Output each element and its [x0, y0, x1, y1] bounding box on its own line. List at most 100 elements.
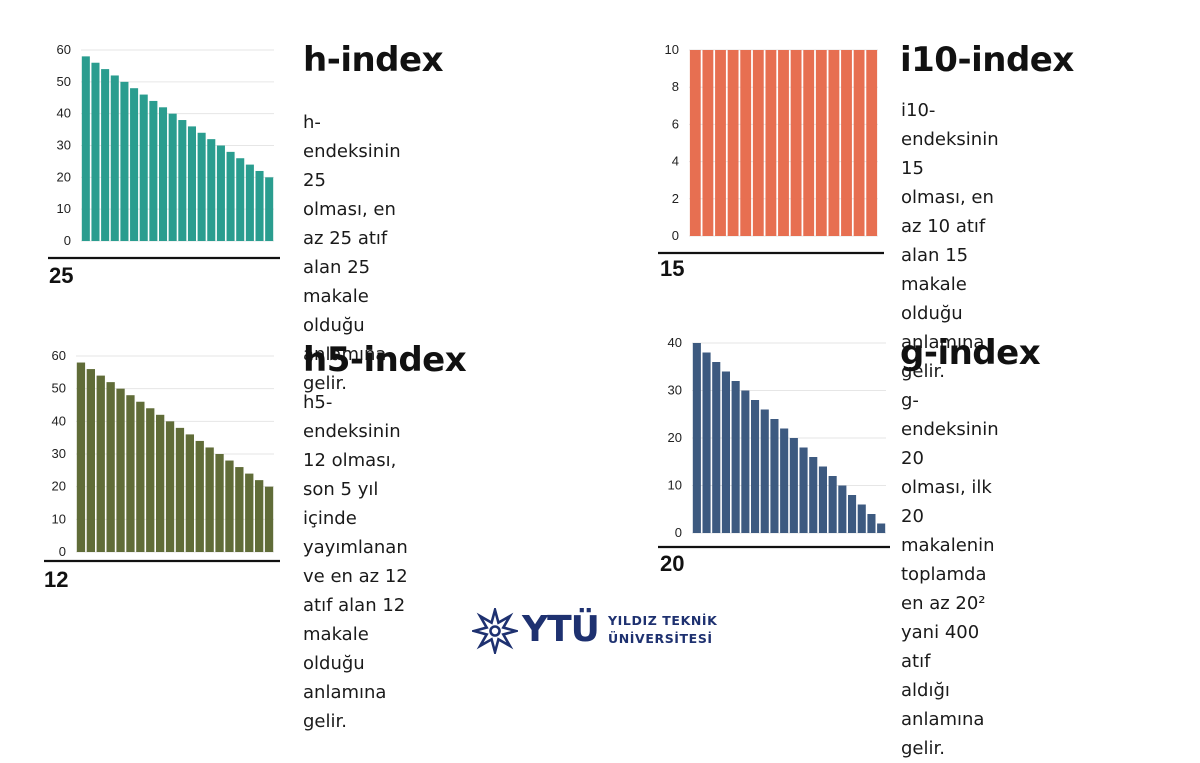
- y-tick-label: 0: [64, 233, 71, 248]
- description-line: alan 25 makale olduğu: [303, 257, 371, 336]
- bar: [216, 145, 225, 241]
- bar: [235, 467, 244, 552]
- bar: [867, 514, 876, 533]
- bar: [187, 126, 196, 241]
- bar: [265, 177, 274, 241]
- bar: [712, 362, 721, 533]
- bar: [197, 132, 206, 241]
- bar: [136, 401, 145, 552]
- h5-index-chart: 0 10 20 30 40 50 60: [44, 348, 280, 563]
- bar: [741, 390, 750, 533]
- bar: [165, 421, 175, 552]
- g-index-description: g-endeksinin 20 olması, ilk 20 makalenin…: [901, 386, 999, 763]
- i10-index-heading: i10-index: [900, 40, 1074, 80]
- bar: [245, 473, 254, 552]
- bar: [175, 427, 185, 552]
- bar: [81, 56, 90, 241]
- bar: [255, 480, 264, 552]
- description-line: olması, en az 10 atıf: [901, 187, 994, 237]
- h5-index-value: 12: [44, 567, 69, 592]
- bar: [185, 434, 194, 552]
- description-line: i10-endeksinin 15: [901, 100, 999, 179]
- bar: [91, 62, 100, 241]
- y-tick-label: 50: [57, 74, 71, 89]
- bar: [815, 50, 827, 236]
- bar: [207, 139, 216, 241]
- bar: [727, 50, 739, 236]
- bar: [778, 50, 789, 236]
- bar: [818, 466, 827, 533]
- i10-index-value: 15: [660, 256, 685, 281]
- description-line: anlamına gelir.: [901, 332, 985, 382]
- bar: [149, 100, 158, 241]
- bar: [86, 369, 95, 552]
- bar: [790, 50, 802, 236]
- university-name-line-2: ÜNİVERSİTESİ: [608, 631, 713, 646]
- bar: [692, 343, 701, 533]
- h5-index-description: h5-endeksinin 12 olması, son 5 yıl içind…: [303, 388, 408, 736]
- h-index-description: h-endeksinin 25 olması, en az 25 atıf al…: [303, 108, 401, 398]
- bar: [120, 81, 129, 241]
- bar: [245, 164, 254, 241]
- bar: [809, 457, 818, 533]
- bar: [702, 352, 711, 533]
- y-tick-label: 40: [668, 335, 682, 350]
- y-tick-label: 30: [668, 383, 682, 398]
- description-line: g-endeksinin 20: [901, 390, 999, 469]
- description-line: olması, en az 25 atıf: [303, 199, 396, 249]
- bar: [721, 371, 730, 533]
- bar: [236, 158, 245, 241]
- bar: [168, 113, 177, 241]
- bar: [760, 409, 769, 533]
- y-tick-label: 10: [665, 42, 679, 57]
- description-line: anlamına gelir.: [303, 344, 387, 394]
- description-line: makalenin toplamda: [901, 535, 995, 585]
- description-line: yayımlanan ve en az 12: [303, 537, 408, 587]
- g-index-value: 20: [660, 551, 685, 576]
- description-line: atıf alan 12 makale: [303, 595, 406, 645]
- description-line: aldığı anlamına gelir.: [901, 680, 985, 759]
- bar: [828, 476, 837, 533]
- bar: [803, 50, 815, 236]
- bar: [877, 523, 886, 533]
- bar: [226, 151, 235, 241]
- bar: [76, 362, 86, 552]
- bar: [195, 440, 204, 552]
- y-tick-label: 10: [57, 201, 71, 216]
- bar: [126, 395, 135, 552]
- bar: [751, 400, 760, 533]
- y-tick-label: 0: [59, 544, 66, 559]
- bar: [857, 504, 866, 533]
- description-line: olduğu anlamına gelir.: [303, 653, 387, 732]
- y-tick-label: 6: [672, 116, 679, 131]
- bar: [838, 485, 847, 533]
- y-tick-label: 8: [672, 79, 679, 94]
- description-line: h5-endeksinin 12 olması,: [303, 392, 401, 471]
- y-tick-label: 20: [668, 430, 682, 445]
- bar: [106, 382, 115, 552]
- y-tick-label: 4: [672, 154, 679, 169]
- bar: [841, 50, 852, 236]
- bar: [799, 447, 808, 533]
- bar: [205, 447, 214, 552]
- bar: [178, 120, 187, 241]
- y-tick-label: 40: [52, 413, 66, 428]
- bar: [828, 50, 840, 236]
- description-line: olması, ilk 20: [901, 477, 992, 527]
- bar: [264, 486, 274, 552]
- bar: [789, 438, 798, 533]
- y-tick-label: 60: [57, 42, 71, 57]
- bar: [770, 419, 779, 533]
- h-index-value: 25: [49, 263, 74, 288]
- bar: [731, 381, 740, 533]
- bar: [159, 107, 168, 241]
- bar: [101, 69, 110, 241]
- bar: [156, 414, 165, 552]
- bar: [225, 460, 234, 552]
- bar: [765, 50, 777, 236]
- y-tick-label: 10: [52, 511, 66, 526]
- bar: [146, 408, 155, 552]
- bar: [853, 50, 865, 236]
- y-tick-label: 30: [52, 446, 66, 461]
- y-tick-label: 60: [52, 348, 66, 363]
